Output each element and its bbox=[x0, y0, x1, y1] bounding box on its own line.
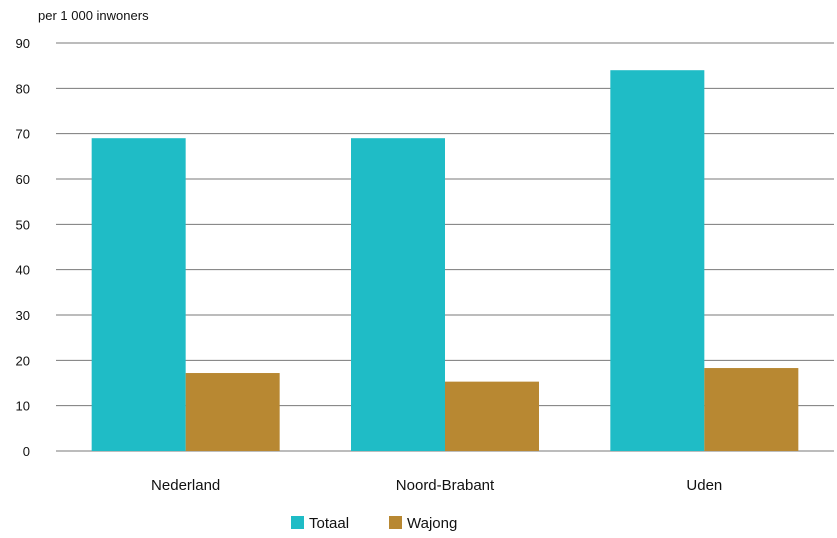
y-axis-tick-labels: 0 10 20 30 40 50 60 70 80 90 bbox=[16, 36, 30, 459]
y-tick-label-50: 50 bbox=[16, 217, 30, 232]
y-axis-unit-label: per 1 000 inwoners bbox=[38, 8, 149, 23]
y-tick-label-10: 10 bbox=[16, 399, 30, 414]
y-tick-label-60: 60 bbox=[16, 172, 30, 187]
y-tick-label-0: 0 bbox=[23, 444, 30, 459]
y-tick-label-90: 90 bbox=[16, 36, 30, 51]
y-tick-label-20: 20 bbox=[16, 353, 30, 368]
bar-wajong-noord-brabant bbox=[445, 381, 539, 451]
y-tick-label-70: 70 bbox=[16, 127, 30, 142]
bar-totaal-noord-brabant bbox=[351, 138, 445, 451]
x-category-label-nederland: Nederland bbox=[151, 477, 220, 494]
x-category-label-uden: Uden bbox=[686, 477, 722, 494]
legend-label-wajong: Wajong bbox=[407, 515, 457, 532]
bar-totaal-uden bbox=[610, 70, 705, 451]
legend-label-totaal: Totaal bbox=[309, 515, 349, 532]
bar-wajong-uden bbox=[704, 368, 799, 451]
bars bbox=[91, 70, 799, 451]
legend: Totaal Wajong bbox=[291, 515, 457, 532]
legend-swatch-wajong bbox=[389, 516, 402, 529]
x-axis-category-labels: Nederland Noord-Brabant Uden bbox=[151, 477, 722, 494]
bar-totaal-nederland bbox=[91, 138, 186, 451]
bar-wajong-nederland bbox=[185, 373, 280, 451]
y-tick-label-40: 40 bbox=[16, 263, 30, 278]
y-tick-label-80: 80 bbox=[16, 81, 30, 96]
y-tick-label-30: 30 bbox=[16, 308, 30, 323]
x-category-label-noord-brabant: Noord-Brabant bbox=[396, 477, 495, 494]
legend-swatch-totaal bbox=[291, 516, 304, 529]
